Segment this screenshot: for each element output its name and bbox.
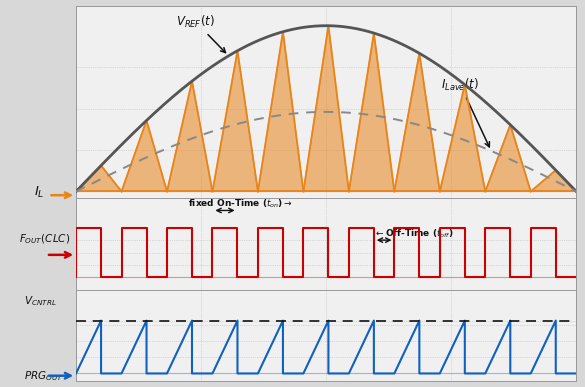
Text: $F_{OUT}(CLC)$: $F_{OUT}(CLC)$ bbox=[19, 233, 70, 246]
Polygon shape bbox=[167, 81, 212, 192]
Text: $V_{CNTRL}$: $V_{CNTRL}$ bbox=[23, 294, 56, 308]
Polygon shape bbox=[531, 170, 576, 192]
Polygon shape bbox=[122, 120, 167, 192]
Text: $\leftarrow$Off-Time ($t_{off}$): $\leftarrow$Off-Time ($t_{off}$) bbox=[374, 227, 454, 240]
Polygon shape bbox=[440, 85, 486, 192]
Polygon shape bbox=[258, 32, 304, 192]
Polygon shape bbox=[349, 33, 394, 192]
Text: $V_{REF}(t)$: $V_{REF}(t)$ bbox=[176, 14, 225, 53]
Text: fixed On-Time ($t_{on}$)$\rightarrow$: fixed On-Time ($t_{on}$)$\rightarrow$ bbox=[188, 197, 292, 210]
Polygon shape bbox=[304, 26, 349, 192]
Polygon shape bbox=[212, 51, 258, 192]
Polygon shape bbox=[76, 166, 122, 192]
Text: $I_L$: $I_L$ bbox=[33, 185, 44, 200]
Text: $PRG_{OUT}$: $PRG_{OUT}$ bbox=[23, 369, 63, 383]
Polygon shape bbox=[394, 53, 440, 192]
Polygon shape bbox=[486, 125, 531, 192]
Text: $I_{Lave}(t)$: $I_{Lave}(t)$ bbox=[441, 77, 490, 147]
